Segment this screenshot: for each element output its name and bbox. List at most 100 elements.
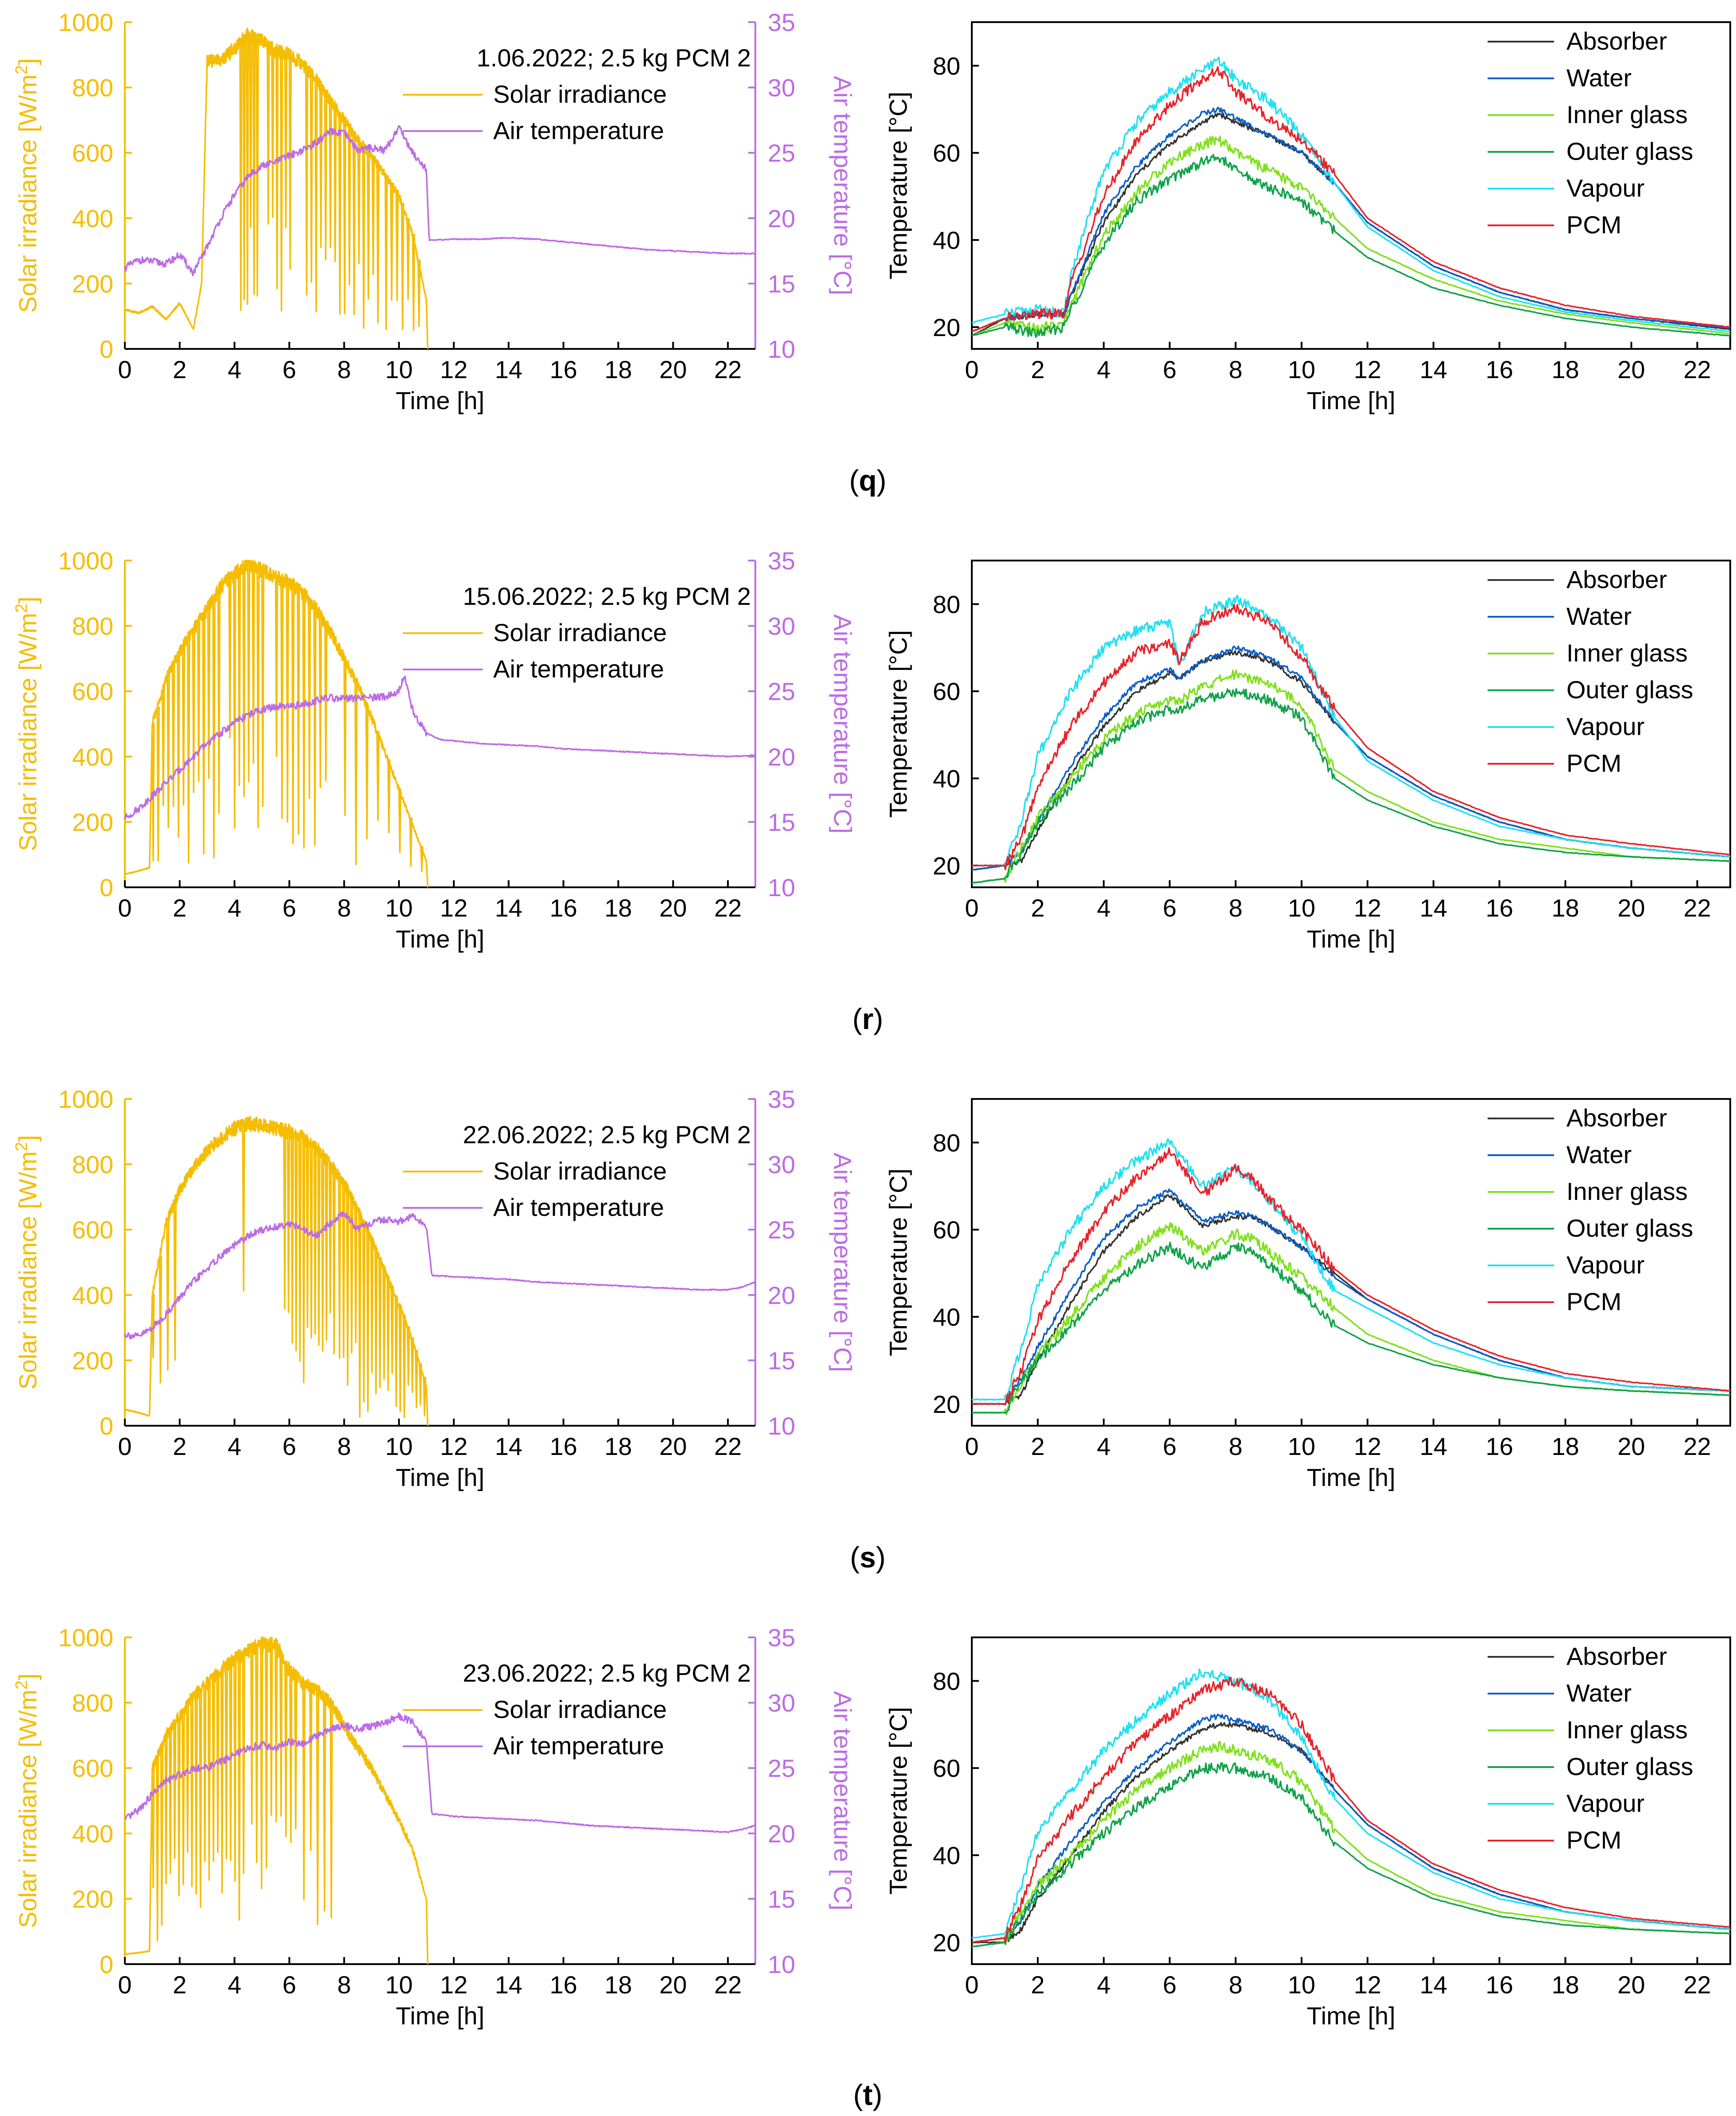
left-tick-label: 200 <box>72 808 113 836</box>
x-tick-label: 2 <box>173 894 186 922</box>
x-tick-label: 8 <box>1229 1432 1242 1460</box>
right-tick-label: 35 <box>768 1624 795 1652</box>
y-tick-label: 60 <box>933 1216 960 1244</box>
right-tick-label: 30 <box>768 1689 795 1717</box>
right-axis-label: Air temperature [°C] <box>829 1153 857 1372</box>
y-tick-label: 20 <box>933 852 960 880</box>
right-tick-label: 20 <box>768 205 795 232</box>
series-air-temperature <box>124 1211 756 1340</box>
x-tick-label: 2 <box>1031 1971 1044 1999</box>
x-tick-label: 12 <box>1354 1432 1381 1460</box>
right-tick-label: 35 <box>768 8 795 36</box>
x-tick-label: 14 <box>1420 1971 1447 1999</box>
x-tick-label: 22 <box>714 1971 742 1999</box>
x-tick-label: 14 <box>495 894 522 922</box>
left-tick-label: 600 <box>72 1216 113 1244</box>
left-axis-label: Solar irradiance [W/m2] <box>12 1673 42 1928</box>
x-tick-label: 12 <box>1354 1971 1381 1999</box>
date-annotation: 1.06.2022; 2.5 kg PCM 2 <box>477 44 751 72</box>
left-tick-label: 600 <box>72 139 113 167</box>
unit-close: ] <box>14 596 42 603</box>
legend-label-air-temperature: Air temperature <box>493 1193 664 1221</box>
series-solar-irradiance <box>124 1116 429 1426</box>
y-axis-label: Temperature [°C] <box>884 92 912 279</box>
x-tick-label: 22 <box>1683 356 1711 383</box>
legend-label-absorber: Absorber <box>1566 27 1667 55</box>
temperature-chart-r: 20 40 60 80 Temperature [°C] 0 2 4 6 8 10 12 14 16 18 2… <box>884 560 1731 953</box>
right-tick-label: 35 <box>768 1085 795 1113</box>
series-air-temperature <box>124 675 756 820</box>
y-tick-label: 80 <box>933 590 960 618</box>
panel-label-q: (q) <box>849 464 886 497</box>
panel-label-s: (s) <box>850 1541 886 1574</box>
x-tick-label: 20 <box>1617 356 1645 383</box>
right-tick-label: 25 <box>768 1754 795 1782</box>
x-tick-label: 20 <box>659 1432 687 1460</box>
series-solar-irradiance <box>124 1636 429 1965</box>
x-axis-label: Time [h] <box>1307 2002 1395 2030</box>
x-tick-label: 8 <box>337 1432 351 1460</box>
legend-label-water: Water <box>1566 1679 1632 1707</box>
left-tick-label: 200 <box>72 270 113 298</box>
left-tick-label: 1000 <box>58 547 113 575</box>
left-tick-label: 0 <box>100 335 113 363</box>
legend-label-vapour: Vapour <box>1566 1251 1644 1279</box>
x-tick-label: 4 <box>1097 356 1110 383</box>
legend-label-inner-glass: Inner glass <box>1566 1177 1688 1205</box>
series-inner-glass <box>971 1741 1731 1948</box>
right-tick-label: 10 <box>768 874 795 901</box>
x-tick-label: 6 <box>282 1971 296 1999</box>
x-tick-label: 0 <box>118 356 131 383</box>
x-tick-label: 12 <box>440 1971 468 1999</box>
x-tick-label: 6 <box>282 894 296 922</box>
right-tick-label: 10 <box>768 335 795 363</box>
y-tick-label: 40 <box>933 765 960 793</box>
series-vapour <box>971 595 1731 867</box>
x-tick-label: 4 <box>228 1971 241 1999</box>
x-tick-label: 20 <box>1617 1971 1645 1999</box>
legend-label-air-temperature: Air temperature <box>493 116 664 144</box>
series-air-temperature <box>124 125 756 276</box>
x-axis-label: Time [h] <box>396 2002 484 2030</box>
right-tick-label: 15 <box>768 808 795 836</box>
x-tick-label: 18 <box>604 1432 632 1460</box>
y-tick-label: 60 <box>933 1754 960 1782</box>
right-tick-label: 15 <box>768 270 795 298</box>
left-tick-label: 400 <box>72 1820 113 1848</box>
right-axis-label: Air temperature [°C] <box>829 614 857 833</box>
left-tick-label: 0 <box>100 874 113 901</box>
x-tick-label: 16 <box>549 894 577 922</box>
x-tick-label: 10 <box>1288 894 1315 922</box>
x-axis-label: Time [h] <box>396 925 484 953</box>
x-tick-label: 10 <box>1288 1971 1315 1999</box>
x-tick-label: 10 <box>385 894 413 922</box>
x-tick-label: 10 <box>1288 356 1315 383</box>
x-tick-label: 4 <box>1097 894 1110 922</box>
date-annotation: 22.06.2022; 2.5 kg PCM 2 <box>463 1121 751 1149</box>
legend-label-inner-glass: Inner glass <box>1566 1716 1688 1744</box>
x-tick-label: 0 <box>965 356 978 383</box>
right-tick-label: 30 <box>768 1151 795 1179</box>
x-tick-label: 0 <box>118 1432 131 1460</box>
legend-label-absorber: Absorber <box>1566 1642 1667 1670</box>
x-tick-label: 16 <box>1486 1432 1513 1460</box>
x-tick-label: 6 <box>282 1432 296 1460</box>
x-tick-label: 22 <box>1683 1432 1711 1460</box>
legend-label-outer-glass: Outer glass <box>1566 676 1693 704</box>
legend-label-vapour: Vapour <box>1566 1789 1644 1817</box>
x-tick-label: 16 <box>1486 356 1513 383</box>
left-tick-label: 800 <box>72 74 113 102</box>
series-pcm <box>971 1147 1731 1405</box>
x-tick-label: 0 <box>118 1971 131 1999</box>
x-tick-label: 18 <box>604 1971 632 1999</box>
x-tick-label: 18 <box>604 894 632 922</box>
y-tick-label: 80 <box>933 1129 960 1157</box>
right-axis-label: Air temperature [°C] <box>829 76 857 295</box>
x-tick-label: 20 <box>1617 894 1645 922</box>
legend-label-solar-irradiance: Solar irradiance <box>493 80 667 108</box>
y-tick-label: 60 <box>933 139 960 167</box>
right-tick-label: 20 <box>768 1281 795 1309</box>
y-tick-label: 40 <box>933 1841 960 1869</box>
